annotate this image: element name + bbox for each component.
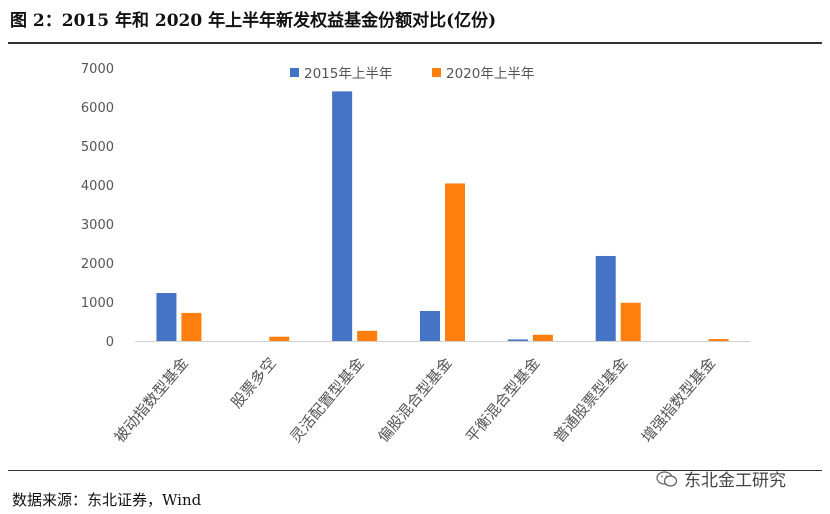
y-tick-label: 0 — [106, 335, 114, 350]
bar-s1-2 — [332, 91, 353, 342]
bar-s2-0 — [181, 312, 202, 341]
bottom-rule — [8, 470, 822, 471]
category-label: 平衡混合型基金 — [462, 354, 543, 446]
legend-label: 2020年上半年 — [446, 66, 534, 82]
watermark: 东北金工研究 — [656, 466, 786, 491]
y-tick-label: 7000 — [81, 62, 114, 77]
category-label: 被动指数型基金 — [111, 354, 192, 446]
top-rule — [8, 42, 822, 44]
bar-s2-5 — [620, 302, 641, 341]
bar-s1-4 — [507, 339, 528, 341]
category-label: 普通股票型基金 — [550, 354, 631, 446]
wechat-icon — [656, 470, 678, 487]
category-label: 灵活配置型基金 — [286, 354, 367, 446]
legend: 2015年上半年 2020年上半年 — [290, 66, 534, 82]
y-tick-label: 1000 — [81, 296, 114, 311]
bar-s1-3 — [420, 310, 440, 341]
category-label: 股票多空 — [227, 354, 279, 412]
bar-s1-5 — [595, 255, 616, 341]
category-labels: 被动指数型基金 股票多空 灵活配置型基金 偏股混合型基金 平衡混合型基金 普通股票型基金增… — [111, 354, 719, 446]
category-label: 偏股混合型基金 — [374, 354, 455, 446]
y-tick-label: 2000 — [81, 257, 114, 272]
y-tick-label: 6000 — [81, 101, 114, 116]
bar-s2-2 — [357, 330, 378, 341]
y-axis-ticks: 0 1000 2000 3000 4000 5000 6000 7000 — [81, 62, 114, 350]
figure-title: 图 2：2015 年和 2020 年上半年新发权益基金份额对比(亿份) — [10, 11, 497, 31]
bar-s2-1 — [269, 336, 290, 341]
bar-s2-3 — [445, 183, 465, 341]
legend-label: 2015年上半年 — [304, 66, 392, 82]
legend-swatch — [290, 68, 299, 77]
bars — [156, 91, 729, 342]
bar-s2-4 — [532, 334, 553, 341]
watermark-text: 东北金工研究 — [684, 471, 786, 491]
y-tick-label: 5000 — [81, 140, 114, 155]
y-tick-label: 3000 — [81, 218, 114, 233]
category-label: 增强指数型基金 — [638, 354, 719, 446]
bar-s2-6 — [708, 339, 729, 341]
legend-swatch — [432, 68, 441, 77]
bar-s1-0 — [156, 293, 177, 341]
y-tick-label: 4000 — [81, 179, 114, 194]
data-source: 数据来源：东北证券，Wind — [12, 491, 202, 509]
